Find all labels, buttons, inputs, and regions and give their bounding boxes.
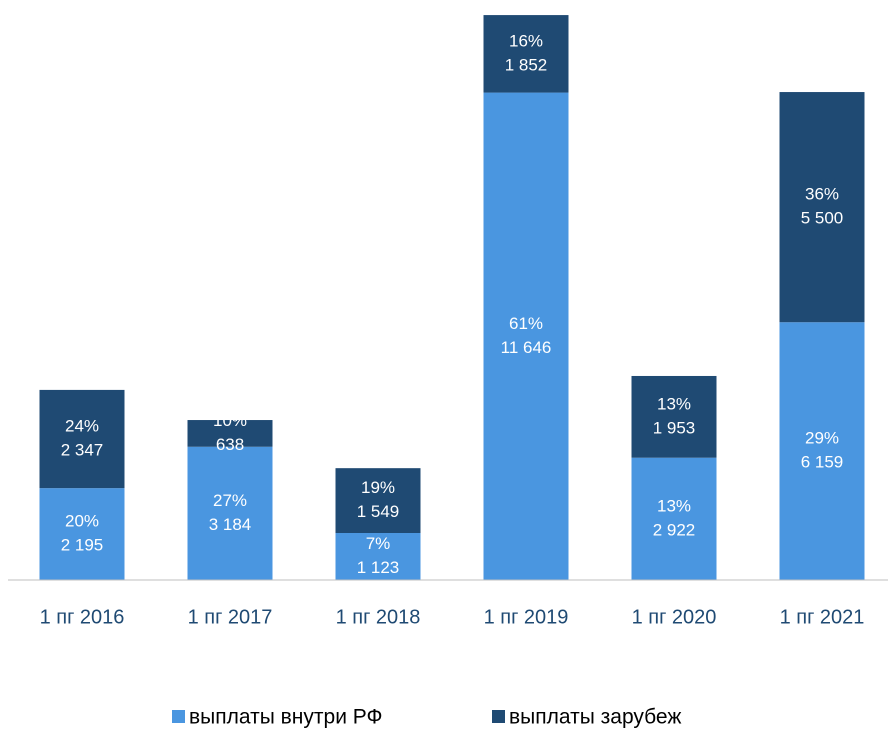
share-label: 13% xyxy=(657,394,691,413)
share-label: 61% xyxy=(509,314,543,333)
legend-swatch xyxy=(492,710,505,723)
x-tick-label: 1 пг 2018 xyxy=(336,606,421,628)
share-label: 20% xyxy=(65,512,99,531)
value-label: 2 922 xyxy=(653,520,696,539)
share-label: 24% xyxy=(65,417,99,436)
share-label: 29% xyxy=(805,429,839,448)
share-label: 10% xyxy=(213,411,247,430)
bar-segment xyxy=(779,322,865,580)
share-label: 27% xyxy=(213,491,247,510)
share-label: 7% xyxy=(366,534,391,553)
bar-segment xyxy=(483,15,569,93)
x-tick-label: 1 пг 2016 xyxy=(40,606,125,628)
legend-swatch xyxy=(172,710,185,723)
x-tick-label: 1 пг 2019 xyxy=(484,606,569,628)
value-label: 11 646 xyxy=(501,338,552,357)
bar-segment xyxy=(779,92,865,323)
bar-segment xyxy=(335,468,421,534)
value-label: 638 xyxy=(216,435,244,454)
value-label: 6 159 xyxy=(801,453,844,472)
value-label: 2 195 xyxy=(61,536,104,555)
bar-segment xyxy=(483,92,569,581)
value-label: 2 347 xyxy=(61,441,104,460)
share-label: 13% xyxy=(657,496,691,515)
bar-segment xyxy=(187,420,273,447)
x-tick-label: 1 пг 2017 xyxy=(188,606,273,628)
value-label: 1 852 xyxy=(505,55,548,74)
share-label: 16% xyxy=(509,31,543,50)
bar-segment xyxy=(187,446,273,580)
value-label: 1 953 xyxy=(653,418,696,437)
bar-segment xyxy=(39,389,125,489)
legend-label: выплаты зарубеж xyxy=(509,706,681,729)
bar-segment xyxy=(631,375,717,458)
value-label: 3 184 xyxy=(209,515,252,534)
bar-segment xyxy=(631,457,717,580)
x-tick-label: 1 пг 2021 xyxy=(780,606,865,628)
share-label: 36% xyxy=(805,185,839,204)
value-label: 5 500 xyxy=(801,209,844,228)
bar-segment xyxy=(335,533,421,580)
value-label: 1 549 xyxy=(357,502,400,521)
x-tick-label: 1 пг 2020 xyxy=(632,606,717,628)
bar-segment xyxy=(39,488,125,580)
value-label: 1 123 xyxy=(357,558,400,577)
legend-label: выплаты внутри РФ xyxy=(189,706,383,729)
share-label: 19% xyxy=(361,478,395,497)
